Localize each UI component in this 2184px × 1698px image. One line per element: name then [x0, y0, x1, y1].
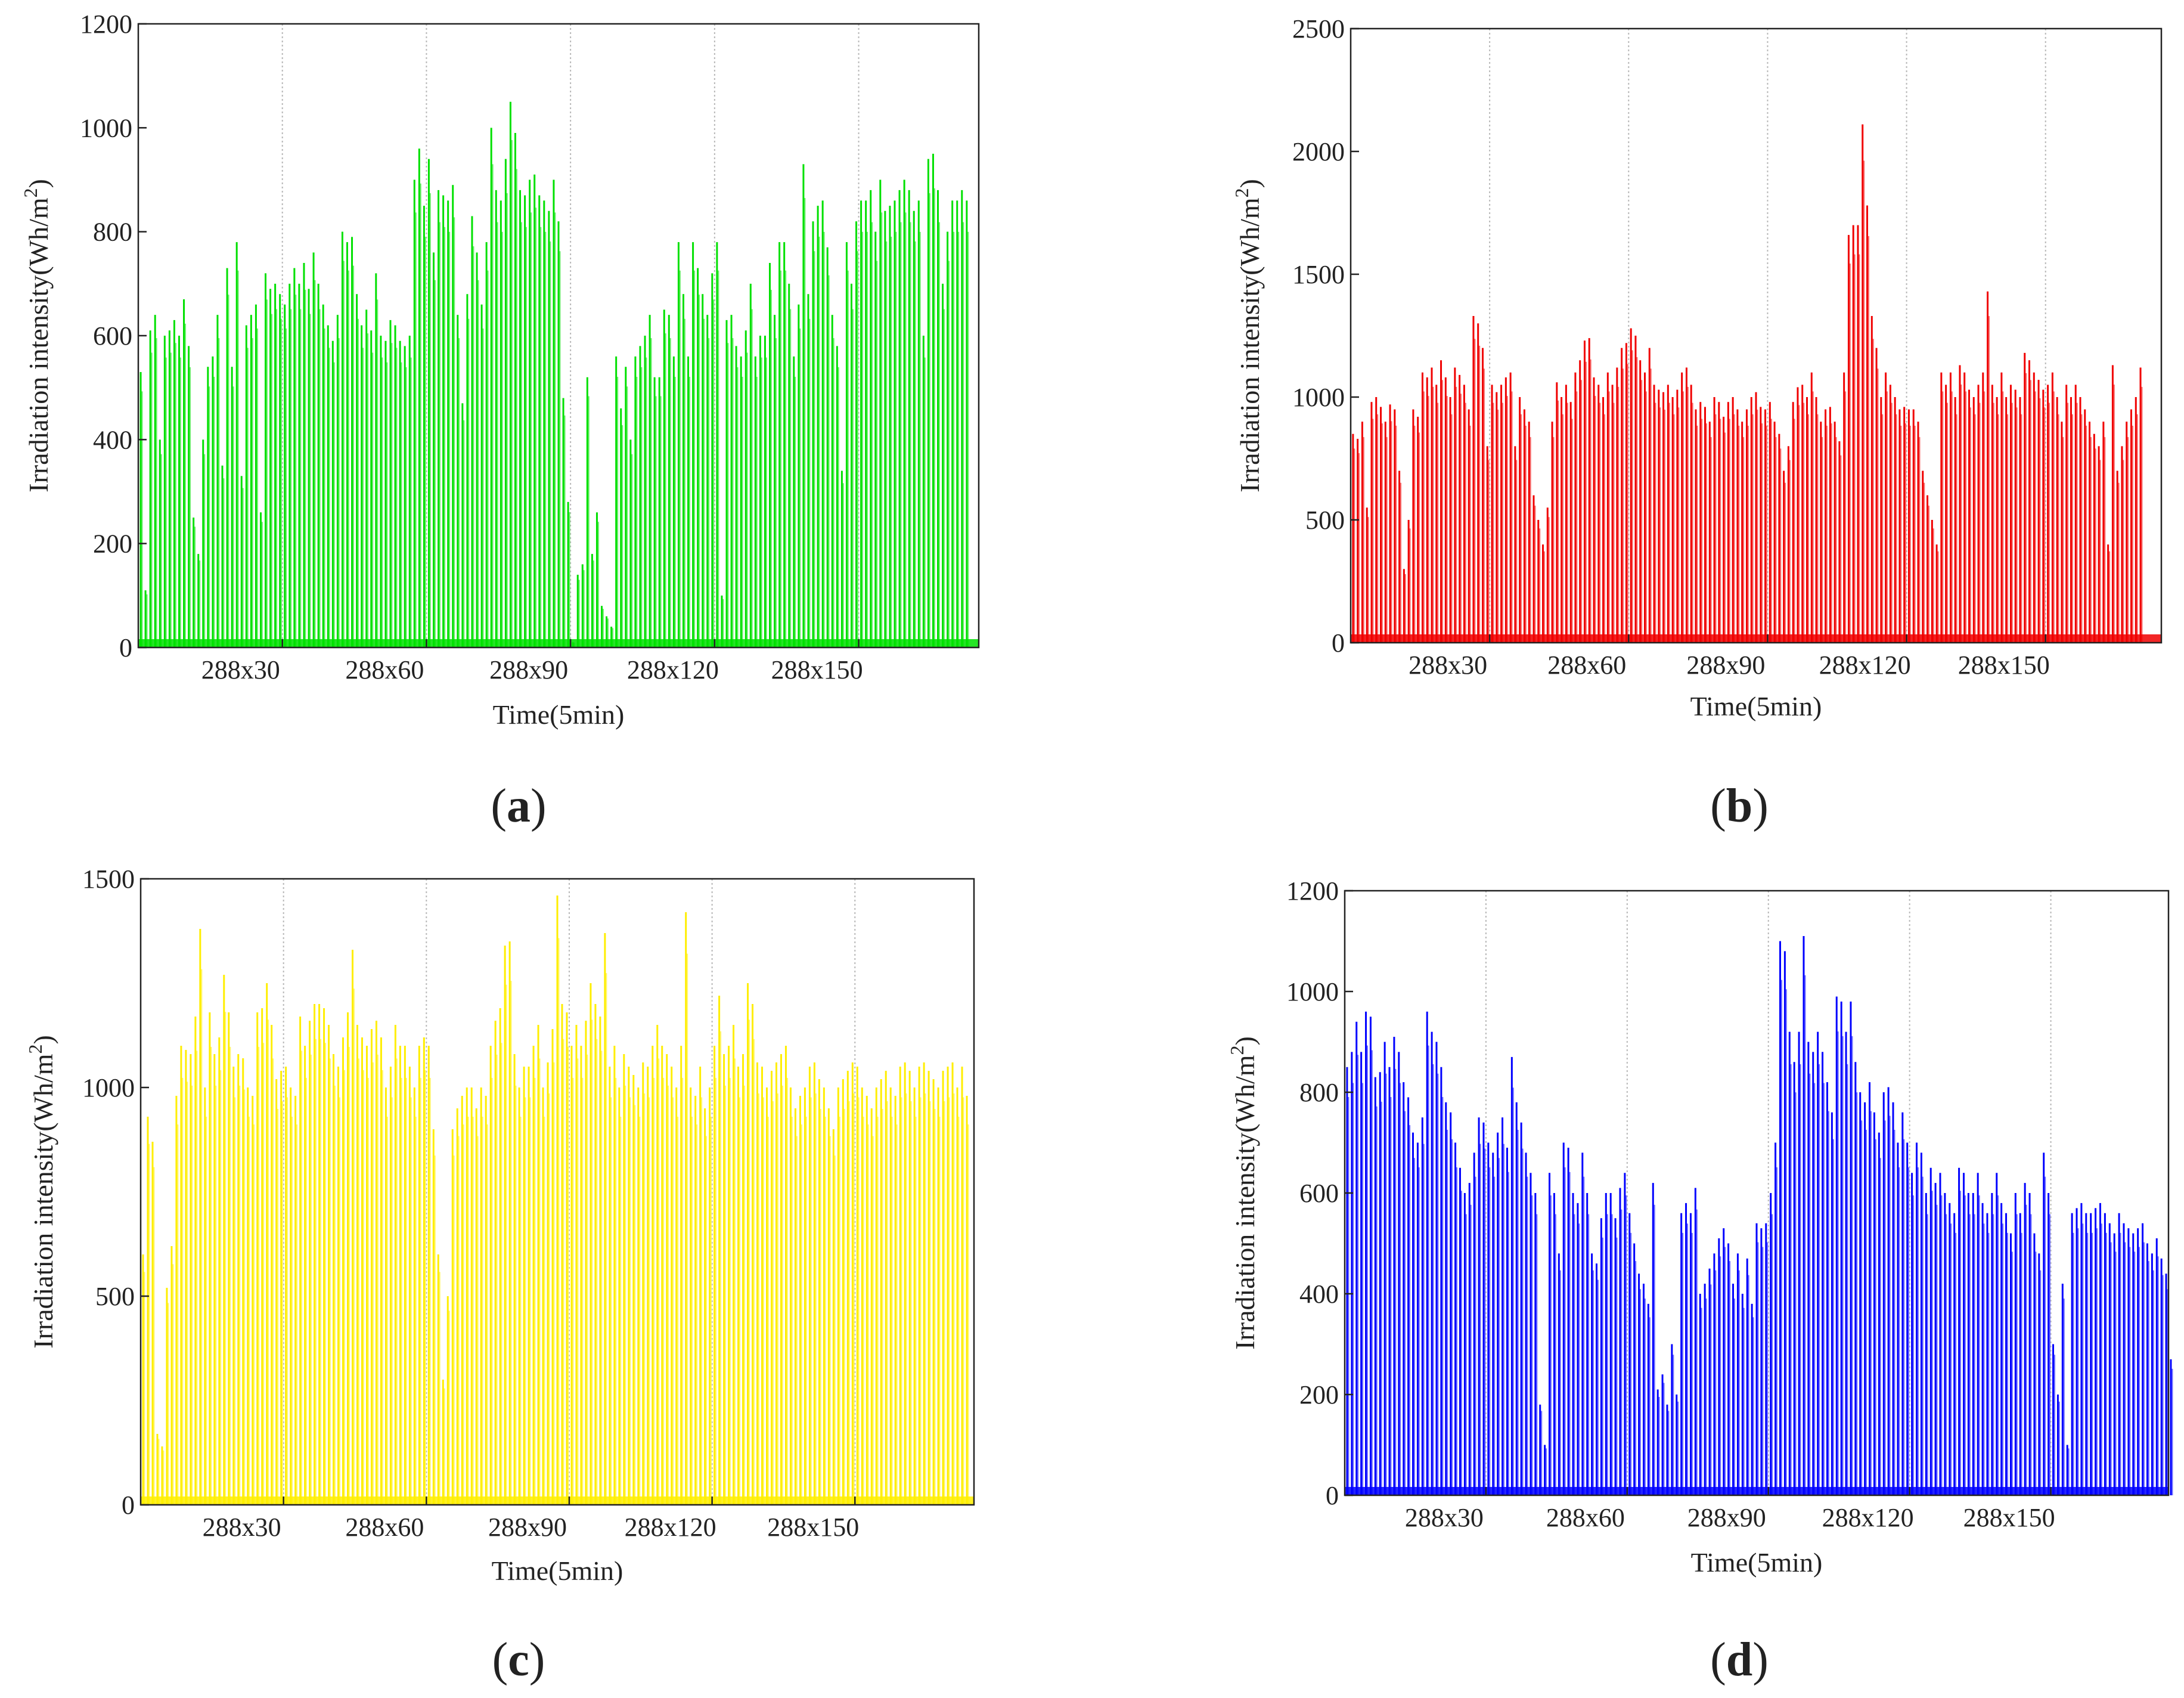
- chart-a-caption: (a): [491, 780, 546, 832]
- chart-b-ytick-label-5: 2000: [1292, 137, 1345, 166]
- chart-d-xtick-label-3: 288x90: [1687, 1503, 1766, 1532]
- chart-b-xtick-label-4: 288x120: [1819, 650, 1911, 680]
- chart-a-ytick-label-6: 1000: [80, 113, 132, 142]
- chart-a-ytick-label-3: 400: [93, 425, 132, 454]
- chart-a-ytick-label-1: 0: [119, 633, 132, 662]
- chart-a-ytick-label-7: 1200: [80, 10, 132, 39]
- chart-a-ytick-label-2: 200: [93, 529, 132, 559]
- chart-d-xlabel: Time(5min): [1691, 1547, 1823, 1578]
- chart-d-xtick-label-1: 288x30: [1405, 1503, 1484, 1532]
- chart-d-xtick-label-4: 288x120: [1822, 1503, 1914, 1532]
- chart-c-caption: (c): [492, 1634, 545, 1686]
- chart-c-ytick-label-3: 1000: [82, 1073, 135, 1102]
- chart-d-xtick-label-2: 288x60: [1546, 1503, 1625, 1532]
- chart-a-xtick-label-1: 288x30: [201, 655, 280, 684]
- chart-d-ytick-label-6: 1000: [1286, 977, 1339, 1006]
- chart-d-xtick-label-5: 288x150: [1963, 1503, 2055, 1532]
- chart-b-caption: (b): [1710, 780, 1769, 832]
- chart-b-ytick-label-4: 1500: [1292, 260, 1345, 289]
- chart-d-bars: [1346, 936, 2173, 1495]
- chart-a-xlabel: Time(5min): [493, 699, 625, 730]
- chart-d-baseline-fill: [1345, 1487, 2169, 1495]
- chart-c-xtick-label-1: 288x30: [203, 1513, 281, 1542]
- chart-b-axes-box: [1350, 27, 2163, 644]
- chart-b-xtick-label-2: 288x60: [1547, 650, 1626, 680]
- chart-b-ytick-label-2: 500: [1305, 506, 1345, 535]
- chart-c-ylabel: Irradiation intensity(Wh/m2): [24, 1035, 58, 1349]
- chart-c-ytick-label-4: 1500: [82, 865, 135, 894]
- chart-b: 0 500 1000 1500 2000 2500 288x30 288x60 288x90 28…: [1231, 14, 2163, 832]
- chart-a-xtick-label-4: 288x120: [627, 655, 719, 684]
- chart-b-xtick-label-5: 288x150: [1958, 650, 2050, 680]
- chart-d: 0 200 400 600 800 1000 1200 288x30 288x60 288x90 2…: [1226, 876, 2173, 1686]
- chart-a-xtick-label-5: 288x150: [771, 655, 863, 684]
- chart-b-xlabel: Time(5min): [1690, 691, 1822, 721]
- chart-b-ylabel: Irradiation intensity(Wh/m2): [1231, 179, 1265, 492]
- chart-d-caption: (d): [1710, 1634, 1769, 1686]
- chart-c-axes-box: [139, 878, 975, 1506]
- chart-c-xtick-label-2: 288x60: [345, 1513, 424, 1542]
- chart-b-bars: [1352, 124, 2143, 643]
- chart-c: 0 500 1000 1500 288x30 288x60 288x90 288x120 288…: [24, 865, 975, 1686]
- chart-c-ytick-label-2: 500: [95, 1282, 135, 1311]
- chart-c-ytick-label-1: 0: [122, 1491, 135, 1520]
- chart-c-xtick-label-5: 288x150: [767, 1513, 859, 1542]
- chart-a-ylabel: Irradiation intensity(Wh/m2): [20, 179, 54, 492]
- chart-c-xtick-label-3: 288x90: [488, 1513, 567, 1542]
- chart-d-ytick-label-7: 1200: [1286, 876, 1339, 906]
- chart-b-xtick-label-3: 288x90: [1686, 650, 1765, 680]
- chart-a-baseline-fill: [138, 639, 979, 647]
- chart-a-ytick-label-4: 600: [93, 321, 132, 351]
- chart-d-ylabel: Irradiation intensity(Wh/m2): [1226, 1036, 1260, 1350]
- chart-b-baseline-fill: [1351, 634, 2161, 643]
- chart-b-ytick-label-1: 0: [1332, 628, 1345, 658]
- chart-c-bars: [142, 896, 969, 1505]
- chart-a-xtick-label-3: 288x90: [489, 655, 568, 684]
- chart-c-xtick-label-4: 288x120: [625, 1513, 716, 1542]
- chart-a-xtick-label-2: 288x60: [345, 655, 424, 684]
- chart-b-ytick-label-6: 2500: [1292, 14, 1345, 44]
- chart-b-xtick-label-1: 288x30: [1409, 650, 1487, 680]
- chart-c-baseline-fill: [141, 1496, 974, 1505]
- chart-a: 0 200 400 600 800 1000 1200 288x30 288x60 288x90 2…: [20, 10, 980, 832]
- chart-a-bars: [139, 101, 969, 647]
- chart-b-ytick-label-3: 1000: [1292, 383, 1345, 412]
- chart-a-ytick-label-5: 800: [93, 218, 132, 247]
- chart-d-ytick-label-1: 0: [1326, 1481, 1339, 1510]
- chart-d-ytick-label-4: 600: [1299, 1179, 1339, 1208]
- chart-d-ytick-label-5: 800: [1299, 1078, 1339, 1107]
- chart-c-xlabel: Time(5min): [492, 1556, 623, 1586]
- chart-d-ytick-label-3: 400: [1299, 1279, 1339, 1309]
- chart-d-ytick-label-2: 200: [1299, 1380, 1339, 1409]
